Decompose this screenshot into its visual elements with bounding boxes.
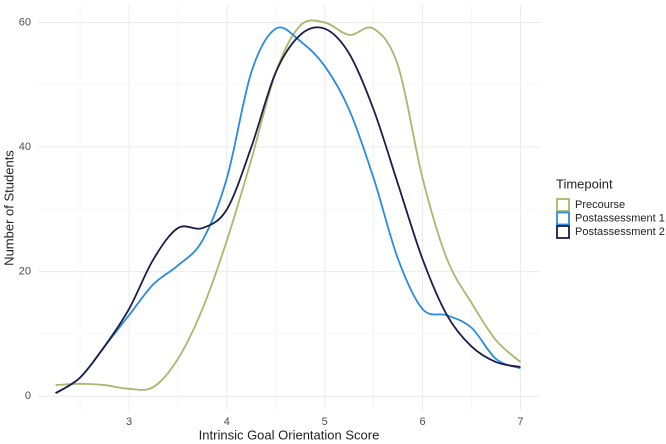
x-tick-label: 6 bbox=[420, 416, 426, 428]
x-tick-label: 5 bbox=[322, 416, 328, 428]
y-axis-title: Number of Students bbox=[1, 150, 16, 266]
x-axis-title: Intrinsic Goal Orientation Score bbox=[199, 427, 380, 442]
legend-title: Timepoint bbox=[556, 176, 613, 191]
grid bbox=[38, 5, 540, 410]
legend-swatch bbox=[556, 225, 570, 239]
legend-swatch bbox=[556, 198, 570, 212]
line bbox=[55, 19, 522, 391]
x-tick-label: 4 bbox=[224, 416, 230, 428]
legend-label: Postassessment 1 bbox=[575, 212, 665, 224]
line bbox=[55, 26, 521, 394]
legend-label: Postassessment 2 bbox=[575, 226, 665, 238]
x-tick-label: 3 bbox=[126, 416, 132, 428]
line bbox=[55, 26, 521, 394]
y-tick-label: 20 bbox=[19, 266, 31, 278]
legend-label: Precourse bbox=[575, 199, 625, 211]
y-tick-label: 60 bbox=[19, 16, 31, 28]
y-tick-label: 40 bbox=[19, 141, 31, 153]
y-tick-label: 0 bbox=[25, 390, 31, 402]
legend-swatch bbox=[556, 211, 570, 226]
x-tick-label: 7 bbox=[517, 416, 523, 428]
